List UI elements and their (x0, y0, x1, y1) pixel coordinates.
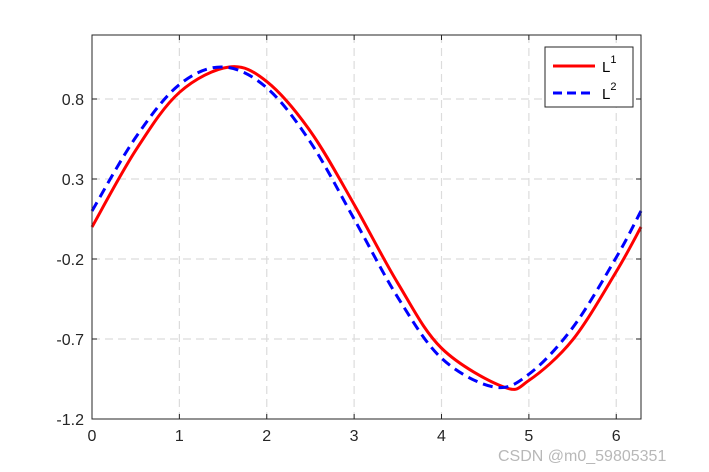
plot-frame (91, 34, 642, 420)
x-tick-label: 4 (437, 428, 446, 445)
watermark-text: CSDN @m0_59805351 (498, 448, 666, 465)
x-tick-label: 2 (262, 428, 271, 445)
x-tick-label: 1 (175, 428, 184, 445)
series-line-1 (90, 65, 643, 391)
axis-ticks: 0 1 2 3 4 5 6 -1.2 -0.7 -0.2 0.3 0.8 (56, 35, 641, 445)
x-tick-label: 5 (524, 428, 533, 445)
legend-box (544, 46, 634, 108)
legend-superscript-1: 1 (610, 54, 616, 66)
x-tick-label: 6 (612, 428, 621, 445)
y-tick-label: 0.3 (62, 172, 84, 189)
y-tick-label: -1.2 (56, 412, 84, 429)
legend-superscript-2: 2 (610, 81, 616, 93)
x-tick-label: 0 (88, 428, 97, 445)
series-layer (90, 65, 643, 391)
y-tick-label: -0.7 (56, 332, 84, 349)
y-tick-label: -0.2 (56, 252, 84, 269)
y-tick-label: 0.8 (62, 92, 84, 109)
x-tick-label: 3 (350, 428, 359, 445)
